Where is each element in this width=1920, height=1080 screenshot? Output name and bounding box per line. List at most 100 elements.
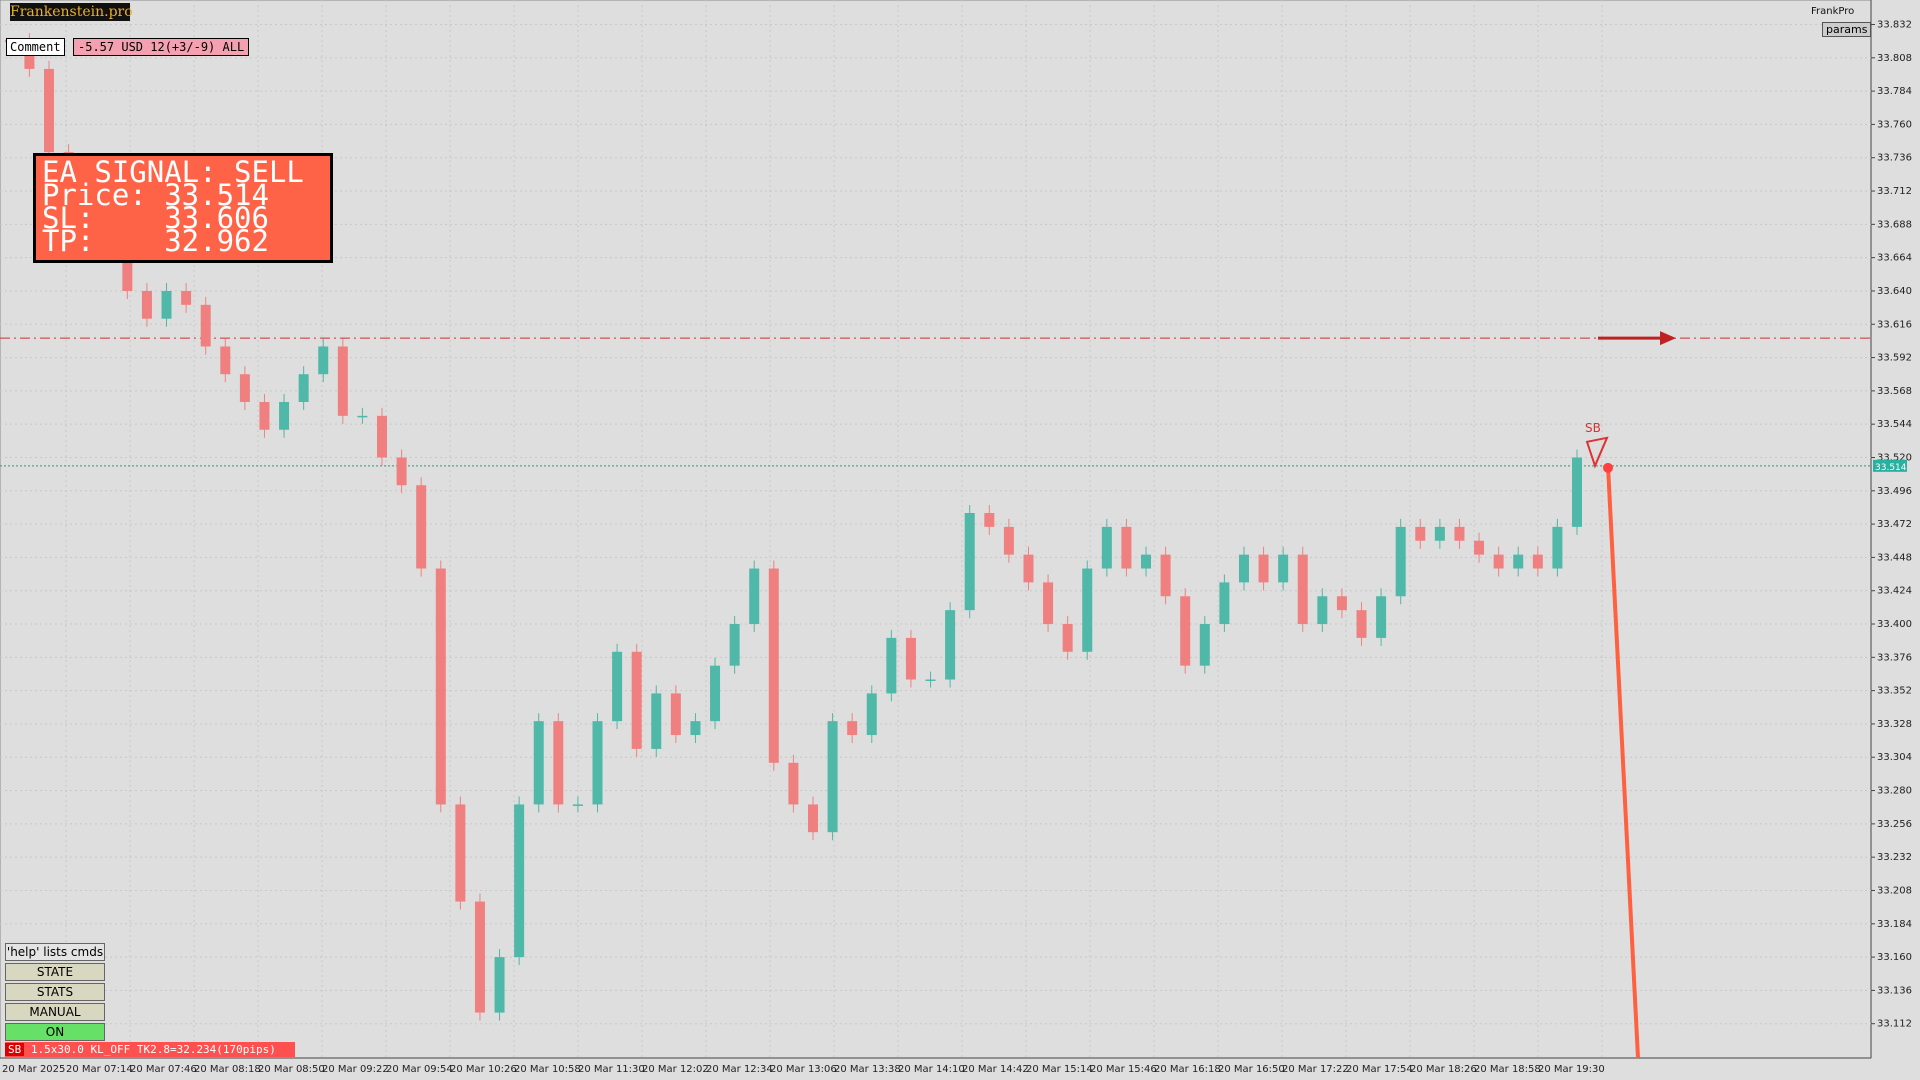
candle [474, 901, 485, 1013]
y-tick-label: 33.712 [1877, 186, 1912, 197]
y-tick-label: 33.184 [1877, 919, 1912, 930]
on-button[interactable]: ON [5, 1023, 105, 1041]
x-tick-label: 20 Mar 15:46 [1090, 1064, 1157, 1075]
x-tick-label: 20 Mar 16:50 [1218, 1064, 1285, 1075]
y-tick-label: 33.232 [1877, 852, 1912, 863]
x-tick-label: 20 Mar 18:58 [1474, 1064, 1541, 1075]
x-tick-label: 20 Mar 17:22 [1282, 1064, 1349, 1075]
candle [279, 401, 290, 430]
candle [690, 721, 701, 736]
y-tick-label: 33.304 [1877, 752, 1912, 763]
candle [455, 804, 466, 902]
status-tag: SB [5, 1043, 25, 1056]
candle [1121, 526, 1132, 569]
candle [1180, 596, 1191, 666]
x-tick-label: 20 Mar 08:18 [194, 1064, 261, 1075]
state-button[interactable]: STATE [5, 963, 105, 981]
app-name: FrankPro [1811, 6, 1855, 17]
y-tick-label: 33.448 [1877, 552, 1912, 563]
candle [1513, 554, 1524, 569]
x-tick-label: 20 Mar 07:14 [66, 1064, 133, 1075]
candle [43, 68, 54, 153]
signal-sl: SL: 33.606 [42, 201, 269, 235]
candle [651, 693, 662, 749]
x-tick-label: 20 Mar 09:54 [386, 1064, 453, 1075]
candle [1043, 582, 1054, 625]
x-tick-label: 20 Mar 10:58 [514, 1064, 581, 1075]
help-button[interactable]: 'help' lists cmds [5, 943, 105, 961]
signal-tp: TP: 32.962 [42, 224, 269, 258]
x-tick-label: 20 Mar 19:30 [1538, 1064, 1605, 1075]
x-tick-label: 20 Mar 12:02 [642, 1064, 709, 1075]
candle [1434, 526, 1445, 541]
x-tick-label: 20 Mar 17:54 [1346, 1064, 1413, 1075]
brand: Frankenstein.pro [10, 3, 133, 21]
y-tick-label: 33.568 [1877, 386, 1912, 397]
y-tick-label: 33.760 [1877, 119, 1912, 130]
signal-price: Price: 33.514 [42, 178, 269, 212]
y-tick-label: 33.640 [1877, 286, 1912, 297]
x-tick-label: 20 Mar 07:46 [130, 1064, 197, 1075]
y-tick-label: 33.376 [1877, 652, 1912, 663]
y-tick-label: 33.424 [1877, 586, 1912, 597]
candle [1003, 526, 1014, 555]
candle [416, 485, 427, 569]
candle [768, 568, 779, 763]
candle [357, 415, 368, 418]
candle [984, 512, 995, 527]
y-tick-label: 33.520 [1877, 452, 1912, 463]
candle [631, 651, 642, 749]
manual-button[interactable]: MANUAL [5, 1003, 105, 1021]
candle [1336, 596, 1347, 611]
candle [612, 651, 623, 722]
candle [1376, 596, 1387, 638]
candle [1395, 526, 1406, 597]
candle [866, 693, 877, 736]
candle [122, 235, 133, 291]
candle [1552, 526, 1563, 569]
x-tick-label: 20 Mar 2025 [2, 1064, 65, 1075]
candle [435, 568, 446, 805]
candle [925, 679, 936, 682]
candle [377, 415, 388, 458]
comment-value: -5.57 USD 12(+3/-9) ALL [73, 38, 250, 56]
candle [827, 721, 838, 833]
candle [1141, 554, 1152, 569]
x-tick-label: 20 Mar 12:34 [706, 1064, 773, 1075]
y-tick-label: 33.544 [1877, 419, 1912, 430]
params-button[interactable]: params [1822, 22, 1872, 37]
price-label-bg [1873, 459, 1907, 472]
candle [533, 721, 544, 805]
x-tick-label: 20 Mar 10:26 [450, 1064, 517, 1075]
candle [259, 401, 270, 430]
candle [1082, 568, 1093, 652]
y-tick-label: 33.400 [1877, 619, 1912, 630]
x-tick-label: 20 Mar 09:22 [322, 1064, 389, 1075]
x-tick-label: 20 Mar 08:50 [258, 1064, 325, 1075]
y-tick-label: 33.832 [1877, 20, 1912, 31]
candle [494, 957, 505, 1013]
x-tick-label: 20 Mar 13:06 [770, 1064, 837, 1075]
x-tick-label: 20 Mar 13:38 [834, 1064, 901, 1075]
candle [1356, 610, 1367, 638]
candle [1278, 554, 1289, 583]
y-tick-label: 33.136 [1877, 985, 1912, 996]
y-tick-label: 33.688 [1877, 219, 1912, 230]
candle [337, 346, 348, 416]
stats-button[interactable]: STATS [5, 983, 105, 1001]
comment-label: Comment [6, 38, 65, 56]
candle [572, 804, 583, 806]
candle [886, 637, 897, 694]
y-tick-label: 33.592 [1877, 353, 1912, 364]
candle [220, 346, 231, 375]
candle [670, 693, 681, 736]
y-tick-label: 33.472 [1877, 519, 1912, 530]
signal-box: EA SIGNAL: SELL Price: 33.514 SL: 33.606 TP… [33, 153, 333, 263]
y-tick-label: 33.664 [1877, 253, 1912, 264]
y-tick-label: 33.256 [1877, 819, 1912, 830]
candle [1023, 554, 1034, 583]
candle [1532, 554, 1543, 569]
candle [161, 290, 172, 319]
candle [847, 721, 858, 736]
y-tick-label: 33.352 [1877, 686, 1912, 697]
